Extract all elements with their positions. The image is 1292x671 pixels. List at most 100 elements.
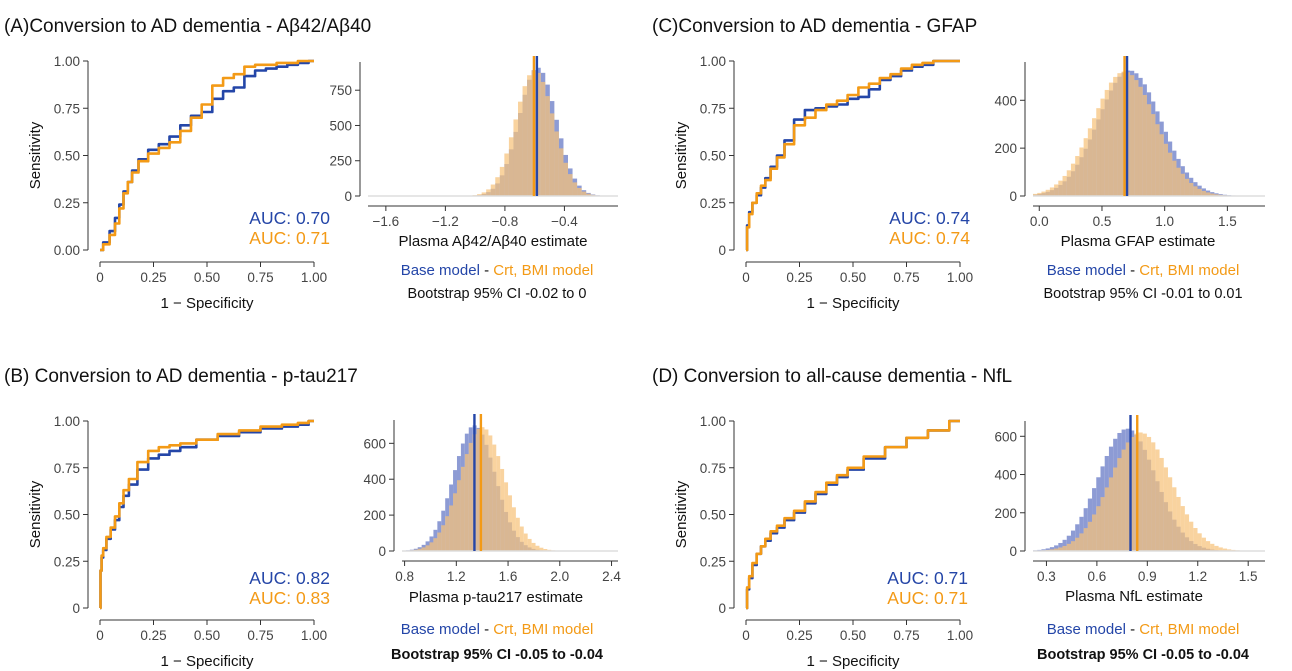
hist-bar-crt — [425, 545, 430, 551]
hist-bar-crt — [1087, 521, 1093, 551]
hist-bar-crt — [581, 191, 587, 196]
hist-bar-crt — [1180, 173, 1185, 196]
hist-x-tick-label: 2.4 — [602, 569, 621, 584]
auc-base-c: AUC: 0.74 — [889, 208, 970, 228]
hist-bar-crt — [1092, 118, 1097, 196]
hist-bar-crt — [539, 547, 544, 551]
hist-bar-crt — [1062, 175, 1067, 196]
roc-x-label: 1 − Specificity — [807, 653, 900, 670]
hist-bar-crt — [1054, 548, 1059, 551]
hist-bar-crt — [1087, 128, 1093, 196]
hist-bar-crt — [1108, 82, 1114, 196]
hist-bar-crt — [543, 549, 548, 551]
roc-y-tick-label: 0.25 — [54, 196, 80, 211]
hist-x-tick-label: 0.9 — [1138, 569, 1157, 584]
hist-bar-crt — [1210, 193, 1215, 196]
hist-bar-base — [1075, 524, 1080, 551]
hist-bar-crt — [1172, 487, 1177, 551]
hist-bar-crt — [486, 189, 491, 196]
hist-bar-crt — [508, 495, 512, 551]
hist-bar-crt — [1041, 191, 1046, 196]
auc-base-d: AUC: 0.71 — [887, 568, 968, 588]
roc-x-label: 1 − Specificity — [161, 653, 254, 670]
hist-bar-crt — [1163, 143, 1168, 196]
hist-bar-crt — [1134, 80, 1139, 196]
hist-chart-b: 0 200 400 600 0.8 1.2 1.6 2.0 2.4 — [363, 414, 621, 584]
roc-y-tick-label: 0.25 — [700, 196, 726, 211]
legend-sep-c: - — [1126, 262, 1139, 279]
ci-c: Bootstrap 95% CI -0.01 to 0.01 — [1043, 286, 1242, 302]
hist-x-tick-label: 0.5 — [1093, 214, 1112, 229]
hist-bar-crt — [1205, 541, 1211, 551]
hist-bar-crt — [1176, 496, 1181, 551]
roc-x-tick-label: 0.50 — [194, 628, 220, 643]
hist-bar-crt — [1159, 457, 1164, 551]
hist-bar-crt — [1214, 545, 1219, 551]
hist-bar-crt — [1163, 467, 1168, 551]
hist-bar-crt — [1172, 160, 1177, 196]
hist-bar-base — [1054, 545, 1059, 551]
hist-bar-crt — [1197, 533, 1202, 551]
hist-bar-crt — [531, 542, 536, 551]
hist-bar-crt — [1180, 506, 1185, 551]
legend-sep-a: - — [480, 262, 493, 279]
roc-y-label: Sensitivity — [27, 480, 44, 548]
hist-x-tick-label: 0.3 — [1037, 569, 1056, 584]
hist-bar-crt — [437, 532, 442, 551]
hist-bar-crt — [1113, 76, 1118, 196]
hist-bar-crt — [549, 113, 555, 196]
auc-base-a: AUC: 0.70 — [249, 208, 330, 228]
hist-bar-crt — [1125, 442, 1131, 551]
hist-bar-crt — [1054, 184, 1059, 196]
hist-bar-crt — [1227, 549, 1232, 551]
legend-base-a: Base model — [401, 262, 480, 279]
hist-bar-crt — [504, 153, 509, 196]
hist-bar-crt — [540, 81, 546, 196]
hist-bar-crt — [1045, 189, 1050, 196]
hist-bar-crt — [456, 480, 461, 551]
roc-y-tick-label: 1.00 — [700, 414, 726, 429]
roc-x-tick-label: 1.00 — [301, 270, 327, 285]
hist-bar-crt — [492, 444, 497, 551]
hist-x-tick-label: 0.8 — [395, 569, 414, 584]
roc-chart-a: 0.00 0 0.25 0.25 0.50 0.50 0.75 0.75 1.00 1.00 1 −… — [27, 54, 327, 312]
roc-y-tick-label: 0 — [718, 601, 726, 616]
hist-bar-crt — [1189, 183, 1194, 196]
hist-bar-crt — [1146, 104, 1152, 196]
hist-bar-base — [1070, 530, 1076, 551]
hist-bar-crt — [1146, 436, 1152, 551]
hist-bar-crt — [490, 184, 496, 196]
legend-crt-c: Crt, BMI model — [1139, 262, 1239, 279]
ci-d: Bootstrap 95% CI -0.05 to -0.04 — [1037, 647, 1249, 663]
hist-bar-crt — [1108, 477, 1114, 551]
roc-y-tick-label: 0.75 — [700, 461, 726, 476]
hist-bar-crt — [1155, 124, 1160, 196]
hist-bar-crt — [1083, 138, 1088, 196]
hist-bar-crt — [1176, 167, 1181, 196]
hist-bar-crt — [488, 435, 493, 551]
hist-bar-crt — [476, 428, 481, 551]
hist-bar-crt — [1049, 187, 1055, 196]
roc-x-tick-label: 0 — [742, 270, 750, 285]
hist-bar-base — [1045, 548, 1050, 551]
hist-bar-crt — [527, 538, 532, 551]
hist-bar-crt — [504, 482, 509, 551]
auc-crt-b: AUC: 0.83 — [249, 588, 330, 608]
hist-bar-crt — [1142, 94, 1147, 196]
roc-line-base — [100, 59, 314, 252]
roc-y-label: Sensitivity — [673, 480, 690, 548]
hist-x-tick-label: −1.2 — [432, 214, 459, 229]
panel-c-title: (C)Conversion to AD dementia - GFAP — [652, 16, 977, 37]
hist-bar-crt — [1201, 537, 1206, 551]
hist-xlabel-a: Plasma Aβ42/Aβ40 estimate — [398, 233, 587, 250]
hist-bar-crt — [1070, 541, 1076, 551]
panel-a-title: (A)Conversion to AD dementia - Aβ42/Aβ40 — [4, 16, 371, 37]
hist-y-tick-label: 200 — [994, 506, 1017, 521]
roc-x-tick-label: 0.25 — [140, 628, 166, 643]
hist-bar-crt — [468, 442, 473, 551]
hist-bar-crt — [1083, 528, 1088, 551]
hist-y-tick-label: 0 — [1009, 544, 1017, 559]
roc-chart-c: 0 0 0.25 0.25 0.50 0.50 0.75 0.75 1.00 1.00 1 − Sp… — [673, 54, 973, 312]
hist-bar-crt — [1151, 114, 1156, 196]
hist-bar-crt — [1167, 477, 1173, 551]
